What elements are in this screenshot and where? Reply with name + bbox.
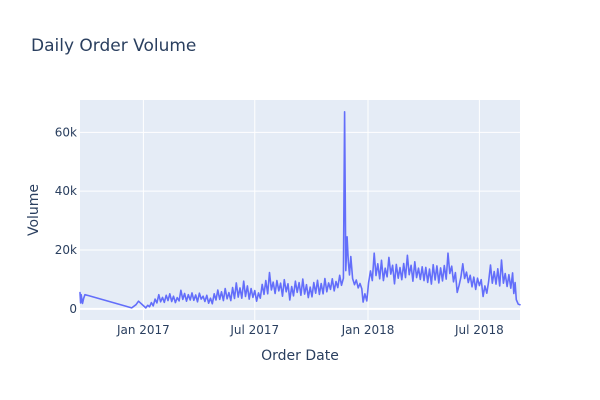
- x-tick-label: Jan 2017: [116, 323, 170, 337]
- y-tick-label: 40k: [55, 184, 77, 198]
- x-tick-label: Jul 2017: [229, 323, 279, 337]
- y-tick-label: 0: [69, 302, 77, 316]
- y-tick-label: 60k: [55, 125, 77, 139]
- x-tick-label: Jan 2018: [341, 323, 395, 337]
- chart-title: Daily Order Volume: [31, 36, 196, 56]
- x-axis-title: Order Date: [261, 348, 339, 364]
- series-line: [79, 111, 521, 309]
- series-layer: [79, 111, 521, 309]
- y-tick-label: 20k: [55, 243, 77, 257]
- x-tick-label: Jul 2018: [454, 323, 504, 337]
- y-axis-title: Volume: [26, 184, 42, 236]
- tick-labels: 0 20k 40k 60k Jan 2017 Jul 2017 Jan 2018 Jul 20…: [55, 125, 504, 337]
